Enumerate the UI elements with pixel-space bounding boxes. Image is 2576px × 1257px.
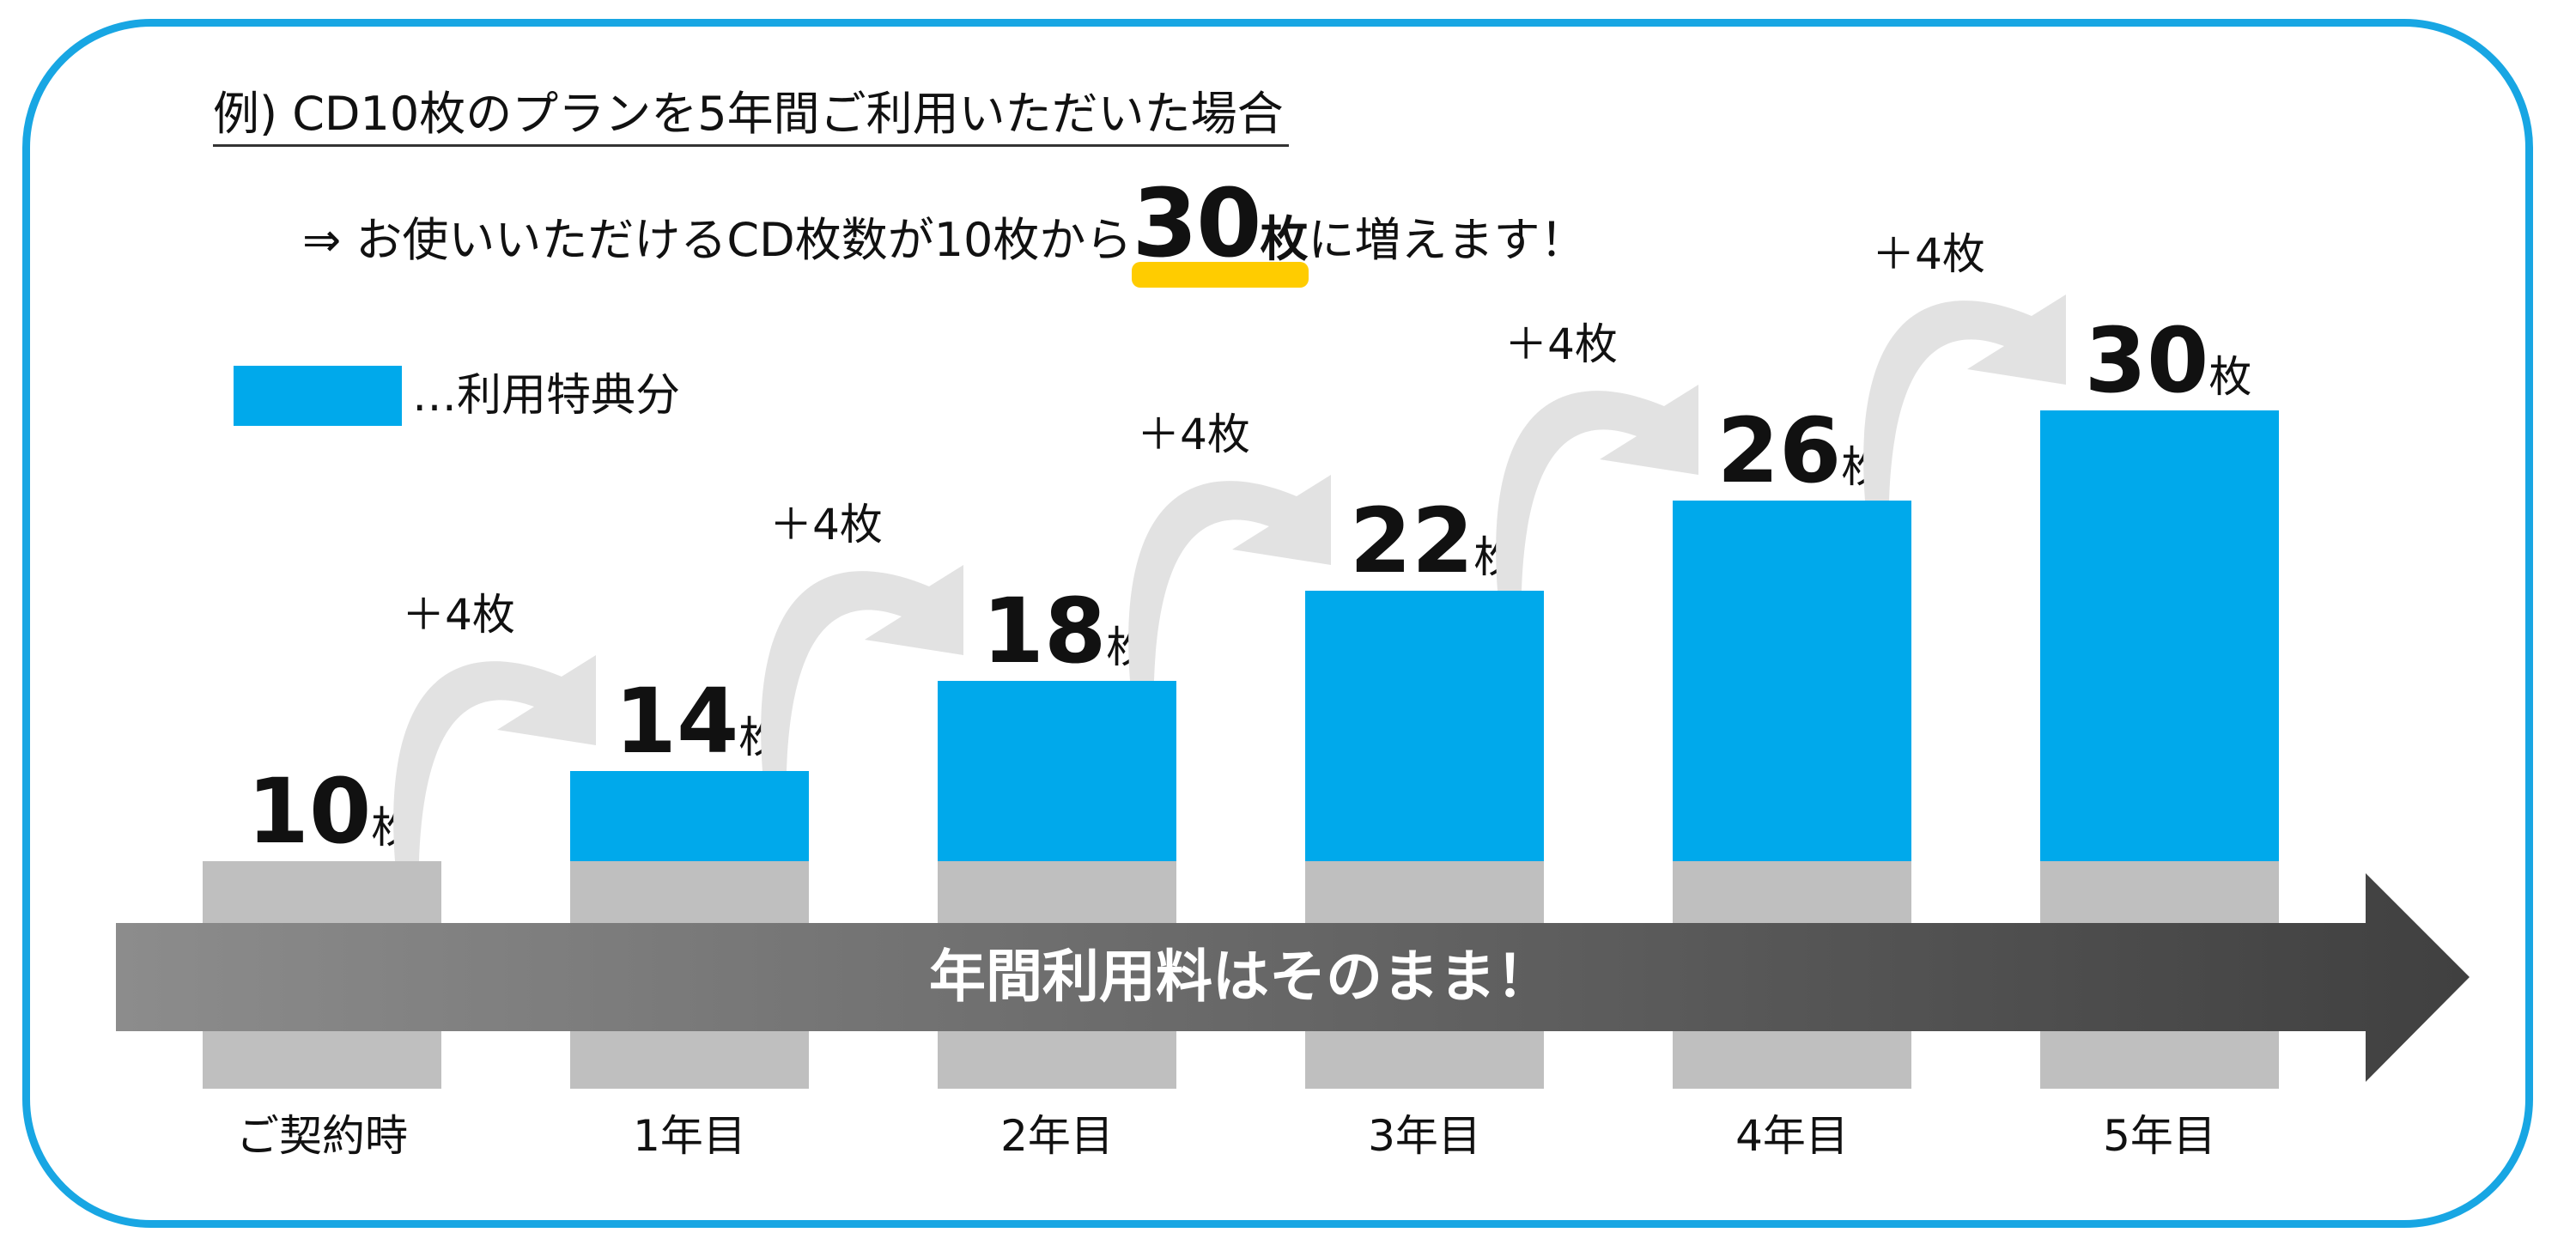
total-label: 14枚: [615, 669, 782, 774]
category-label: 2年目: [1000, 1111, 1114, 1161]
increment-label: ＋4枚: [1872, 229, 1985, 279]
total-label: 22枚: [1350, 489, 1517, 593]
bonus-bar: [938, 681, 1176, 861]
total-value: 22: [1350, 489, 1474, 593]
legend-swatch: [234, 366, 402, 426]
summary-value: 30: [1132, 168, 1261, 278]
increment-label: ＋4枚: [1137, 410, 1250, 459]
increment-arrow: [761, 565, 963, 771]
increment-arrow: [393, 655, 596, 861]
total-unit: 枚: [2208, 352, 2251, 402]
summary-unit: 枚: [1260, 212, 1309, 268]
summary-suffix: に増えます！: [1308, 213, 1587, 267]
legend-label: …利用特典分: [412, 370, 681, 422]
category-label: 5年目: [2103, 1111, 2216, 1161]
example-heading: 例) CD10枚のプランを5年間ご利用いただいた場合: [213, 84, 1289, 147]
total-value: 30: [2085, 308, 2209, 413]
summary-highlight: 30枚: [1132, 176, 1309, 288]
category-label: ご契約時: [236, 1111, 408, 1161]
increment-label: ＋4枚: [402, 590, 515, 640]
timeline-arrow-label: 年間利用料はそのまま！: [929, 944, 1552, 1010]
total-value: 14: [615, 669, 739, 774]
category-label: 1年目: [633, 1111, 746, 1161]
increment-label: ＋4枚: [1504, 319, 1618, 369]
total-value: 26: [1717, 398, 1842, 503]
summary-prefix: ⇒ お使いいただけるCD枚数が10枚から: [302, 213, 1133, 267]
summary-line: ⇒ お使いいただけるCD枚数が10枚から30枚に増えます！: [302, 176, 1587, 288]
total-label: 30枚: [2085, 308, 2252, 413]
total-value: 18: [982, 579, 1107, 683]
bonus-bar: [1305, 591, 1544, 861]
total-value: 10: [247, 759, 372, 864]
rounded-frame: [22, 19, 2533, 1228]
increment-arrow: [1128, 475, 1331, 681]
total-label: 18枚: [982, 579, 1150, 683]
total-label: 26枚: [1717, 398, 1885, 503]
category-label: 4年目: [1735, 1111, 1849, 1161]
bonus-bar: [570, 771, 809, 861]
increment-label: ＋4枚: [769, 500, 883, 550]
increment-arrow: [1496, 385, 1698, 591]
bonus-bar: [1673, 501, 1911, 861]
category-label: 3年目: [1368, 1111, 1481, 1161]
bonus-bar: [2040, 410, 2279, 861]
increment-arrow: [1863, 295, 2066, 501]
total-label: 10枚: [247, 759, 415, 864]
timeline-arrow: [116, 873, 2470, 1082]
